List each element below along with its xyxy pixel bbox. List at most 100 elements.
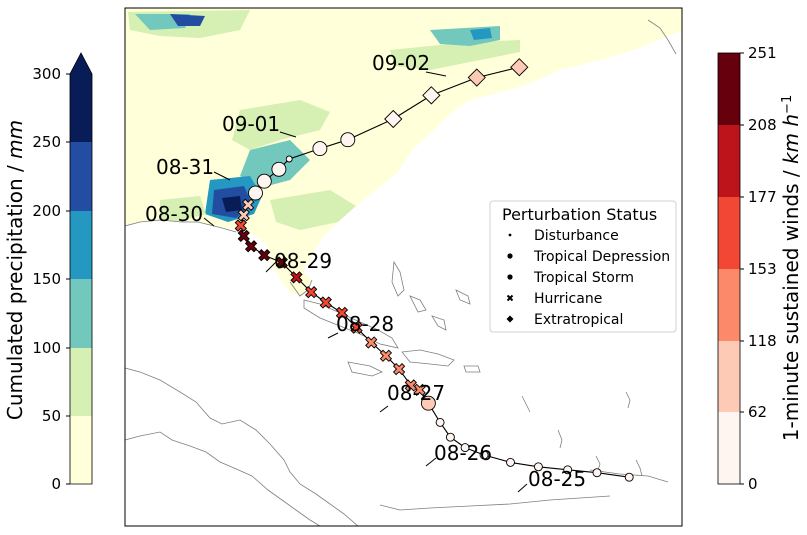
wind-colorbar-label: 1-minute sustained winds / km h−1 <box>779 95 803 441</box>
date-label: 09-01 <box>222 112 280 136</box>
legend-marker-tropical-storm <box>507 274 513 280</box>
track-point-disturbance <box>285 155 293 163</box>
map-frame <box>124 7 683 527</box>
track-point-hurricane <box>392 362 406 376</box>
wind-colorbar: 0 62 118 153 177 208 251 1-minute sustai… <box>717 44 803 493</box>
legend-marker-extratropical <box>506 315 514 323</box>
wind-bin-208-251 <box>718 53 740 125</box>
legend-item-label: Extratropical <box>534 312 623 328</box>
date-label: 08-29 <box>274 249 332 273</box>
date-label: 08-28 <box>336 312 394 336</box>
map-panel: 08-25 08-26 08-27 08-28 08-29 08-30 08-3… <box>124 7 683 527</box>
land-north-america <box>125 8 682 270</box>
track-point-hurricane <box>413 383 426 396</box>
precip-tick-label: 150 <box>32 270 61 288</box>
wind-bin-153-177 <box>718 197 740 269</box>
wind-tick-label: 208 <box>748 116 777 134</box>
wind-tick-label: 0 <box>748 475 758 493</box>
track-point-tropical-depression <box>592 468 602 478</box>
wind-tick-label: 251 <box>748 44 777 62</box>
track-point-hurricane <box>404 379 417 392</box>
track-point-tropical-depression <box>624 472 634 482</box>
track-point-extratropical <box>384 109 403 129</box>
date-label: 09-02 <box>372 51 430 75</box>
track-point-hurricane <box>379 349 393 362</box>
track-point-tropical-depression <box>460 443 470 453</box>
date-leaders <box>203 71 528 493</box>
date-label: 08-27 <box>387 381 445 405</box>
track-point-hurricane <box>305 286 318 299</box>
track-point-tropical-storm <box>256 173 272 189</box>
precip-tick-label: 0 <box>51 475 61 493</box>
track-point-tropical-depression <box>445 432 455 442</box>
track-point-tropical-depression <box>563 465 573 475</box>
precip-colorbar-label: Cumulated precipitation / mm <box>3 120 27 420</box>
wind-bin-177-208 <box>718 125 740 197</box>
track-point-extratropical <box>422 86 441 105</box>
date-label: 08-26 <box>434 441 492 465</box>
track-point-hurricane <box>237 229 250 243</box>
precip-bin-100-150 <box>70 279 92 348</box>
wind-tick-label: 177 <box>748 188 777 206</box>
legend-marker-hurricane <box>506 294 514 302</box>
wind-bin-62-118 <box>718 341 740 412</box>
track-point-hurricane <box>258 249 271 262</box>
date-labels: 08-25 08-26 08-27 08-28 08-29 08-30 08-3… <box>145 51 586 491</box>
legend-box <box>489 200 677 333</box>
track-point-tropical-storm <box>271 161 287 177</box>
wind-bin-118-153 <box>718 269 740 341</box>
precip-tick-label: 250 <box>32 133 61 151</box>
track-point-hurricane <box>290 271 303 284</box>
track-point-tropical-depression <box>479 450 489 460</box>
legend-item-label: Tropical Storm <box>533 270 634 286</box>
track-point-hurricane <box>244 240 258 253</box>
wind-bin-0-62 <box>718 412 740 484</box>
track-point-tropical-storm <box>312 141 328 157</box>
wind-ticks <box>740 52 744 485</box>
wind-tick-label: 118 <box>748 332 777 350</box>
precip-colorbar: 0 50 100 150 200 250 300 Cumulated preci… <box>3 52 93 493</box>
track-point-hurricane <box>234 219 247 232</box>
legend-title: Perturbation Status <box>502 205 657 224</box>
track-point-tropical-depression <box>506 457 515 467</box>
track-point-extratropical <box>467 68 486 87</box>
track-point-hurricane <box>335 306 349 320</box>
track-point-tropical-depression <box>435 417 445 427</box>
precip-bin-50-100 <box>70 348 92 416</box>
precip-tick-label: 200 <box>32 202 61 220</box>
track-point-hurricane <box>350 321 363 334</box>
track-point-extratropical <box>510 58 529 77</box>
track-point-tropical-storm <box>420 395 436 411</box>
track-point-tropical-storm <box>248 185 263 201</box>
precip-ticks <box>66 73 70 485</box>
wind-tick-label: 153 <box>748 260 777 278</box>
legend-marker-tropical-depression <box>507 253 513 259</box>
track-point-hurricane <box>237 209 250 222</box>
track-point-tropical-storm <box>340 132 356 148</box>
track-point-hurricane <box>319 296 332 309</box>
precip-extend-arrow <box>70 53 92 74</box>
coastlines <box>125 19 677 526</box>
precip-bin-250-300 <box>70 74 92 142</box>
legend-item-label: Disturbance <box>534 228 619 244</box>
track-point-hurricane <box>241 198 255 211</box>
precip-tick-label: 50 <box>42 407 61 425</box>
track-point-hurricane <box>365 336 378 349</box>
precip-bin-150-200 <box>70 211 92 279</box>
legend-item-label: Tropical Depression <box>533 249 670 265</box>
precip-tick-label: 300 <box>32 65 61 83</box>
precip-tick-label: 100 <box>32 339 61 357</box>
storm-track-markers <box>234 58 634 482</box>
track-point-tropical-depression <box>533 462 543 472</box>
wind-tick-label: 62 <box>748 403 767 421</box>
date-label: 08-31 <box>156 155 214 179</box>
precip-bin-200-250 <box>70 142 92 211</box>
legend: Perturbation Status Disturbance Tropical… <box>489 200 677 333</box>
legend-marker-disturbance <box>508 233 512 237</box>
date-label: 08-30 <box>145 202 203 226</box>
date-label: 08-25 <box>528 467 586 491</box>
legend-item-label: Hurricane <box>534 291 602 307</box>
track-point-hurricane <box>275 256 288 269</box>
precip-bin-0-50 <box>70 416 92 484</box>
